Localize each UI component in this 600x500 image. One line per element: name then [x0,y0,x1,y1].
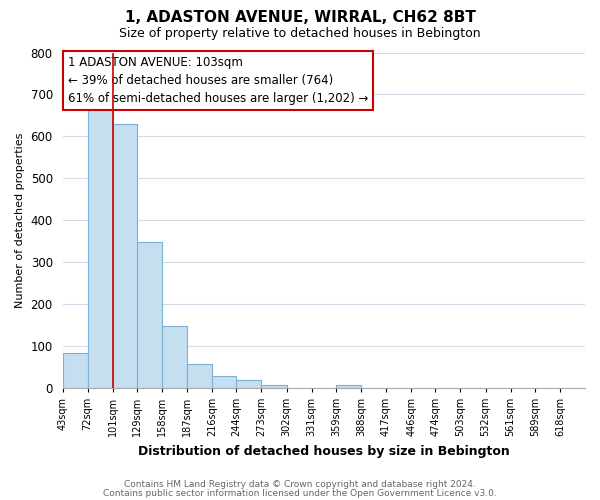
X-axis label: Distribution of detached houses by size in Bebington: Distribution of detached houses by size … [138,444,509,458]
Bar [88,110,113,388]
Bar [262,385,287,388]
Text: Contains HM Land Registry data © Crown copyright and database right 2024.: Contains HM Land Registry data © Crown c… [124,480,476,489]
Text: 1 ADASTON AVENUE: 103sqm
← 39% of detached houses are smaller (764)
61% of semi-: 1 ADASTON AVENUE: 103sqm ← 39% of detach… [68,56,368,105]
Bar [336,385,361,388]
Text: Size of property relative to detached houses in Bebington: Size of property relative to detached ho… [119,28,481,40]
Bar [212,376,236,388]
Bar [187,364,212,388]
Y-axis label: Number of detached properties: Number of detached properties [15,132,25,308]
Text: Contains public sector information licensed under the Open Government Licence v3: Contains public sector information licen… [103,490,497,498]
Bar [62,354,88,388]
Bar [137,242,162,388]
Bar [113,124,137,388]
Bar [236,380,262,388]
Bar [162,326,187,388]
Text: 1, ADASTON AVENUE, WIRRAL, CH62 8BT: 1, ADASTON AVENUE, WIRRAL, CH62 8BT [125,10,475,25]
